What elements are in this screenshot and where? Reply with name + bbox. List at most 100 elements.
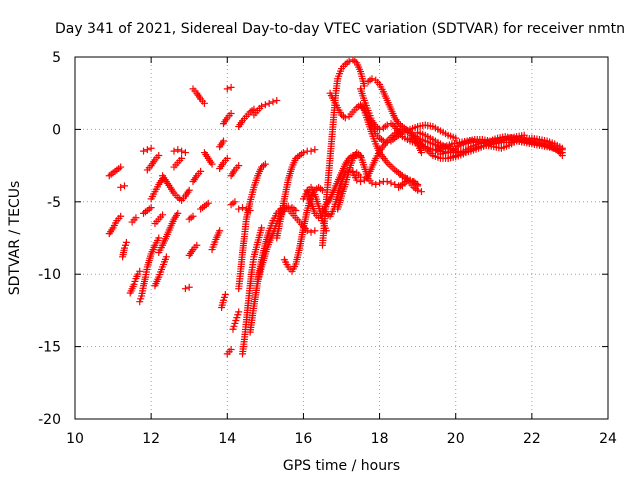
data-point: [258, 224, 266, 232]
data-point: [162, 253, 170, 261]
data-series: [140, 144, 155, 155]
data-series: [126, 267, 144, 297]
data-point: [143, 146, 151, 154]
data-series: [147, 175, 167, 203]
data-series: [143, 151, 163, 174]
data-series: [105, 212, 125, 238]
data-point: [520, 131, 528, 139]
data-point: [174, 146, 182, 154]
x-tick-label: 10: [66, 431, 84, 447]
data-point: [132, 214, 140, 222]
x-tick-label: 12: [142, 431, 160, 447]
data-point: [122, 238, 130, 246]
data-series: [216, 154, 231, 172]
data-point: [221, 290, 229, 298]
data-point: [261, 101, 269, 109]
data-series: [170, 146, 189, 157]
data-point: [311, 146, 319, 154]
data-point: [174, 209, 182, 217]
data-series: [398, 173, 425, 196]
data-series: [227, 162, 243, 180]
y-tick-label: -10: [38, 267, 61, 283]
data-series: [151, 253, 170, 290]
y-tick-label: 0: [52, 122, 61, 138]
data-series: [208, 227, 224, 254]
data-point: [269, 98, 277, 106]
data-series: [223, 345, 235, 358]
data-series: [334, 149, 406, 213]
data-point: [178, 154, 186, 162]
data-point: [193, 241, 201, 249]
data-point: [159, 211, 167, 219]
data-point: [398, 173, 406, 181]
data-point: [452, 134, 460, 142]
data-point: [117, 183, 125, 191]
data-point: [307, 228, 315, 236]
data-point: [387, 179, 395, 187]
data-point: [265, 99, 273, 107]
data-point: [170, 147, 178, 155]
data-series: [105, 163, 125, 180]
data-point: [353, 176, 361, 184]
data-series: [159, 172, 193, 204]
y-tick-label: -15: [38, 340, 61, 356]
data-point: [197, 167, 205, 175]
data-series: [189, 85, 208, 107]
data-point: [558, 144, 566, 152]
data-point: [223, 154, 231, 162]
data-series: [250, 96, 281, 119]
data-series: [223, 83, 235, 93]
data-series: [140, 204, 155, 217]
data-point: [391, 180, 399, 188]
y-tick-label: -20: [38, 412, 61, 428]
data-point: [258, 102, 266, 110]
data-series: [229, 308, 243, 333]
data-point: [185, 283, 193, 291]
x-axis-label: GPS time / hours: [283, 458, 400, 474]
data-point: [117, 163, 125, 171]
data-point: [235, 162, 243, 170]
data-series: [216, 137, 227, 151]
data-point: [219, 137, 227, 145]
y-axis-label: SDTVAR / TECUs: [7, 181, 23, 296]
grid-lines: [75, 57, 608, 419]
x-tick-label: 22: [523, 431, 541, 447]
data-series: [360, 104, 460, 146]
data-point: [292, 206, 300, 214]
data-series: [239, 224, 266, 358]
x-tick-label: 24: [599, 431, 617, 447]
data-point: [273, 96, 281, 104]
data-series: [117, 182, 128, 191]
data-point: [360, 82, 368, 90]
x-tick-label: 14: [218, 431, 236, 447]
data-point: [299, 149, 307, 157]
data-series: [273, 146, 319, 242]
data-point: [311, 227, 319, 235]
data-point: [417, 188, 425, 196]
data-point: [227, 83, 235, 91]
data-point: [376, 125, 384, 133]
data-point: [261, 160, 269, 168]
data-point: [368, 75, 376, 83]
y-tick-label: 5: [52, 50, 61, 66]
data-point: [140, 147, 148, 155]
data-series: [189, 167, 205, 186]
data-point: [417, 149, 425, 157]
data-series: [155, 209, 182, 256]
data-series: [436, 131, 528, 158]
data-series: [200, 149, 216, 168]
data-series: [218, 290, 229, 312]
x-tick-label: 16: [295, 431, 313, 447]
data-point: [558, 151, 566, 159]
data-point: [117, 212, 125, 220]
data-series: [181, 283, 193, 293]
data-point: [341, 114, 349, 122]
x-tick-labels: 10 12 14 16 18 20 22 24: [66, 431, 617, 447]
data-point: [307, 147, 315, 155]
data-series: [227, 198, 239, 209]
x-tick-label: 18: [371, 431, 389, 447]
data-point: [181, 285, 189, 293]
data-point: [383, 178, 391, 186]
data-point: [155, 234, 163, 242]
data-point: [189, 212, 197, 220]
